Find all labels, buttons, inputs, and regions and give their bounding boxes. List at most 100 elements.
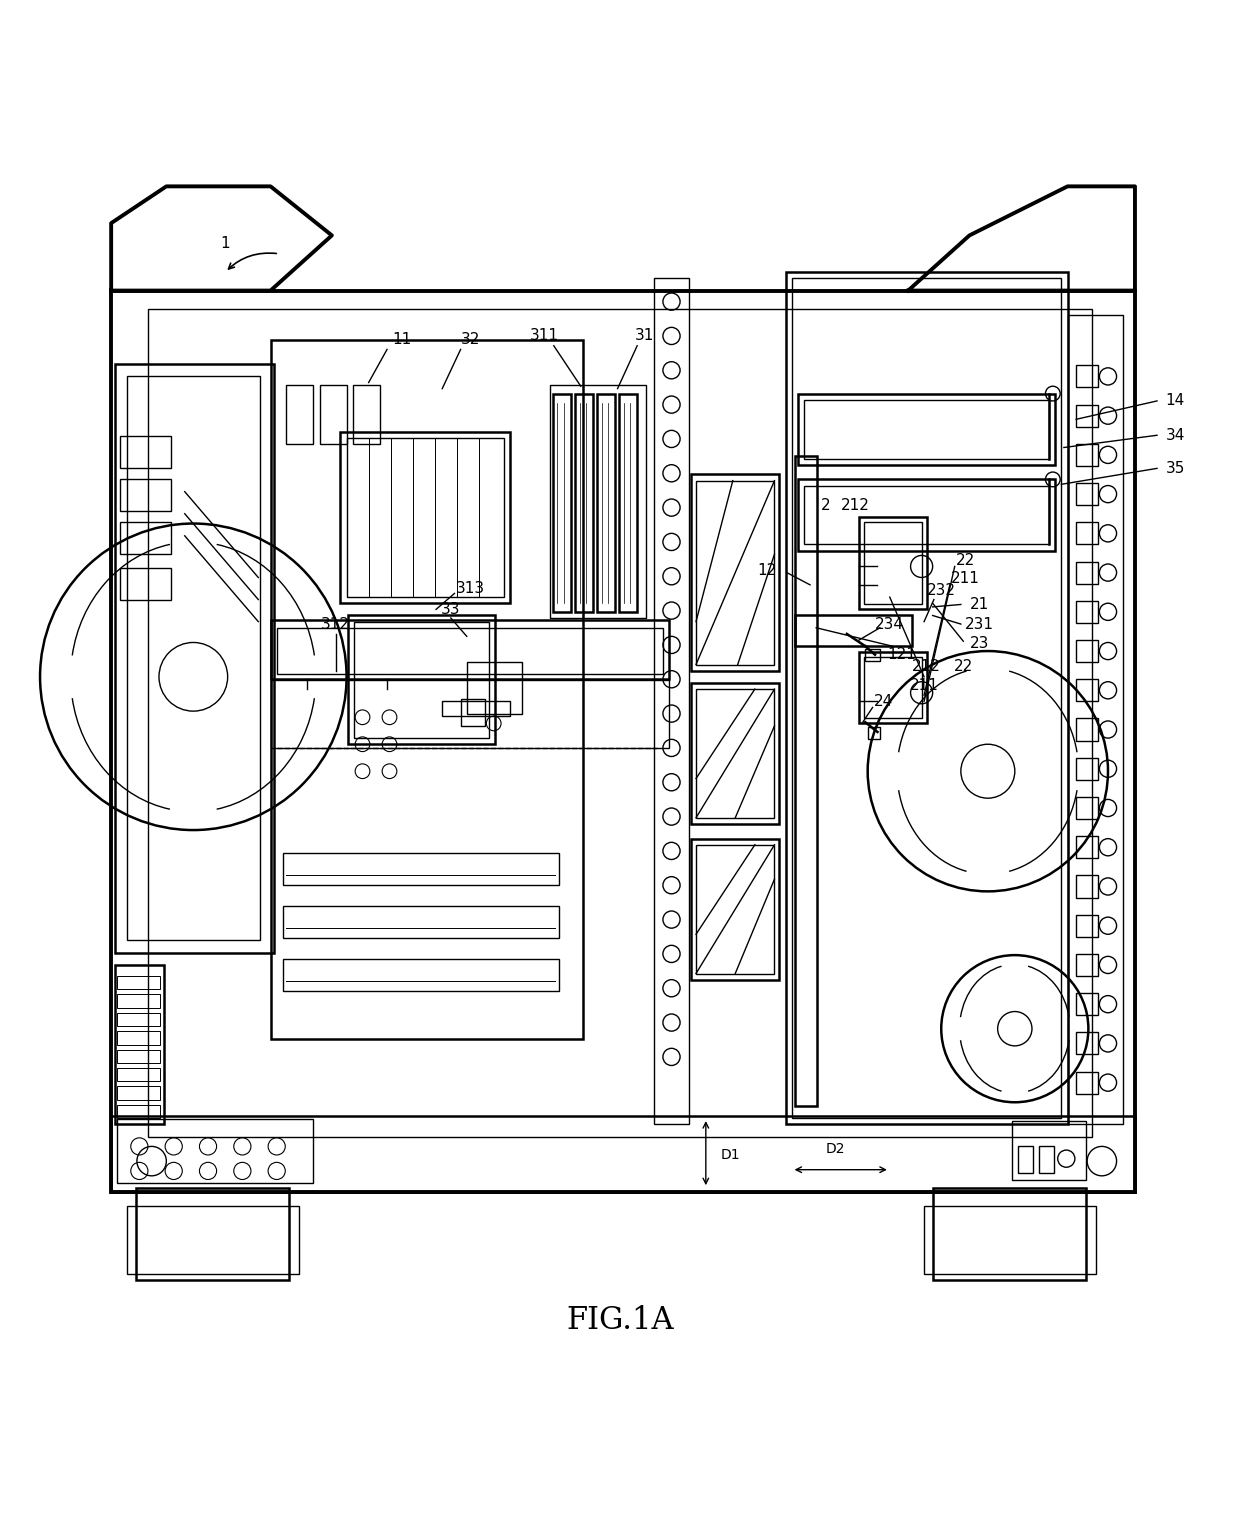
Bar <box>696 844 775 973</box>
Bar <box>115 365 274 953</box>
Bar <box>347 616 495 744</box>
Bar <box>1076 404 1099 427</box>
Text: 313: 313 <box>456 581 485 596</box>
Bar <box>112 290 1135 1192</box>
Bar <box>148 309 1092 1136</box>
Bar <box>277 628 663 675</box>
Text: D1: D1 <box>720 1148 740 1162</box>
Bar <box>320 384 346 443</box>
Bar <box>118 1012 160 1026</box>
Bar <box>112 1115 1135 1192</box>
Bar <box>859 517 926 610</box>
Bar <box>352 384 379 443</box>
Polygon shape <box>112 186 332 290</box>
Bar <box>283 906 559 938</box>
Bar <box>128 377 259 941</box>
Bar <box>283 853 559 885</box>
Text: 35: 35 <box>1166 461 1185 477</box>
Bar <box>691 682 780 825</box>
Bar <box>1076 443 1099 466</box>
Text: D2: D2 <box>826 1142 846 1156</box>
Bar <box>795 616 911 646</box>
Bar <box>118 1050 160 1064</box>
Text: 232: 232 <box>926 584 956 599</box>
Bar <box>868 728 880 740</box>
Bar <box>864 657 921 719</box>
Bar <box>460 699 485 726</box>
Text: 211: 211 <box>951 572 980 586</box>
Bar <box>346 437 503 598</box>
Bar <box>286 384 314 443</box>
Bar <box>696 481 775 664</box>
Bar <box>341 431 510 604</box>
Bar <box>118 1032 160 1044</box>
Bar <box>574 393 593 611</box>
Text: 23: 23 <box>970 635 990 651</box>
Text: 32: 32 <box>461 333 480 346</box>
Text: 234: 234 <box>875 617 904 631</box>
Bar <box>1068 315 1122 1124</box>
Bar <box>655 278 688 1124</box>
Bar <box>1076 1071 1099 1094</box>
Text: 22: 22 <box>954 660 973 675</box>
Bar <box>1076 797 1099 819</box>
Bar <box>1018 1147 1033 1174</box>
Bar <box>691 838 780 979</box>
Bar <box>791 278 1061 1118</box>
Bar <box>1076 679 1099 702</box>
Bar <box>118 976 160 990</box>
Text: 312: 312 <box>321 617 350 631</box>
Bar <box>118 1120 314 1183</box>
Bar <box>120 567 171 599</box>
Bar <box>1076 483 1099 505</box>
Bar <box>270 620 670 679</box>
Bar <box>932 1188 1086 1280</box>
Bar <box>118 1104 160 1118</box>
Text: 212: 212 <box>913 660 941 675</box>
Bar <box>283 959 559 991</box>
Bar <box>1076 1032 1099 1055</box>
Bar <box>866 649 880 661</box>
Bar <box>118 994 160 1008</box>
Text: 24: 24 <box>874 694 893 708</box>
Bar <box>118 1068 160 1082</box>
Bar <box>1076 758 1099 779</box>
Text: 21: 21 <box>970 598 988 611</box>
Bar <box>353 622 489 738</box>
Bar <box>1076 640 1099 663</box>
Bar <box>128 1206 299 1274</box>
Text: 11: 11 <box>392 333 412 346</box>
Bar <box>1076 561 1099 584</box>
Bar <box>1076 953 1099 976</box>
Bar <box>1076 522 1099 545</box>
Text: FIG.1A: FIG.1A <box>567 1306 673 1336</box>
Bar <box>1076 601 1099 623</box>
Polygon shape <box>908 186 1135 290</box>
Bar <box>1076 876 1099 897</box>
Bar <box>619 393 637 611</box>
Bar <box>120 522 171 554</box>
Bar <box>135 1188 289 1280</box>
Bar <box>691 475 780 670</box>
Bar <box>785 272 1068 1124</box>
Bar <box>553 393 570 611</box>
Bar <box>1076 915 1099 937</box>
Bar <box>859 652 926 723</box>
Bar <box>1076 993 1099 1015</box>
Bar <box>115 965 164 1124</box>
Bar <box>797 480 1055 551</box>
Bar <box>1012 1121 1086 1180</box>
Text: 33: 33 <box>441 602 460 617</box>
Bar <box>864 522 921 605</box>
Text: 121: 121 <box>888 648 916 663</box>
Text: 12: 12 <box>758 563 776 578</box>
Bar <box>804 486 1049 545</box>
Bar <box>118 1086 160 1100</box>
Text: 2: 2 <box>821 498 831 513</box>
Text: 22: 22 <box>956 552 976 567</box>
Bar <box>270 681 670 747</box>
Text: 211: 211 <box>910 678 939 693</box>
Bar <box>797 393 1055 464</box>
Text: 14: 14 <box>1166 393 1185 409</box>
Bar <box>596 393 615 611</box>
